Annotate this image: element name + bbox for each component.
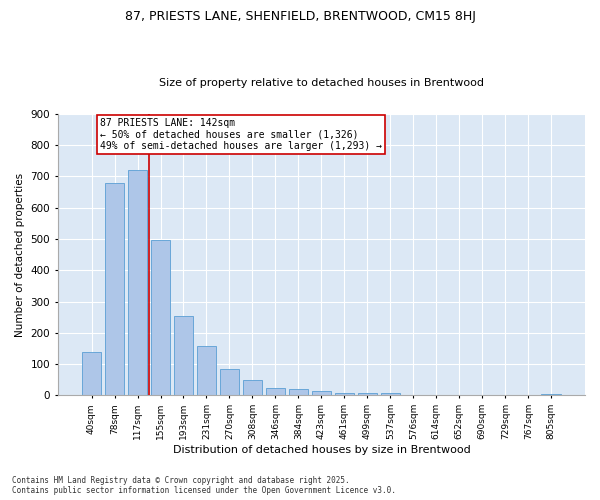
Bar <box>404 395 423 396</box>
Bar <box>128 170 147 396</box>
Bar <box>242 380 262 396</box>
Bar <box>335 392 354 396</box>
Bar <box>105 184 124 396</box>
Bar <box>197 346 216 396</box>
Bar <box>151 240 170 396</box>
Bar <box>289 389 308 396</box>
Bar <box>311 391 331 396</box>
Bar <box>427 395 446 396</box>
X-axis label: Distribution of detached houses by size in Brentwood: Distribution of detached houses by size … <box>173 445 470 455</box>
Bar <box>358 392 377 396</box>
Y-axis label: Number of detached properties: Number of detached properties <box>15 172 25 336</box>
Bar <box>541 394 561 396</box>
Bar <box>220 368 239 396</box>
Bar <box>266 388 285 396</box>
Bar <box>174 316 193 396</box>
Text: Contains HM Land Registry data © Crown copyright and database right 2025.
Contai: Contains HM Land Registry data © Crown c… <box>12 476 396 495</box>
Text: 87, PRIESTS LANE, SHENFIELD, BRENTWOOD, CM15 8HJ: 87, PRIESTS LANE, SHENFIELD, BRENTWOOD, … <box>125 10 475 23</box>
Bar <box>380 393 400 396</box>
Title: Size of property relative to detached houses in Brentwood: Size of property relative to detached ho… <box>159 78 484 88</box>
Bar <box>82 352 101 396</box>
Text: 87 PRIESTS LANE: 142sqm
← 50% of detached houses are smaller (1,326)
49% of semi: 87 PRIESTS LANE: 142sqm ← 50% of detache… <box>100 118 382 151</box>
